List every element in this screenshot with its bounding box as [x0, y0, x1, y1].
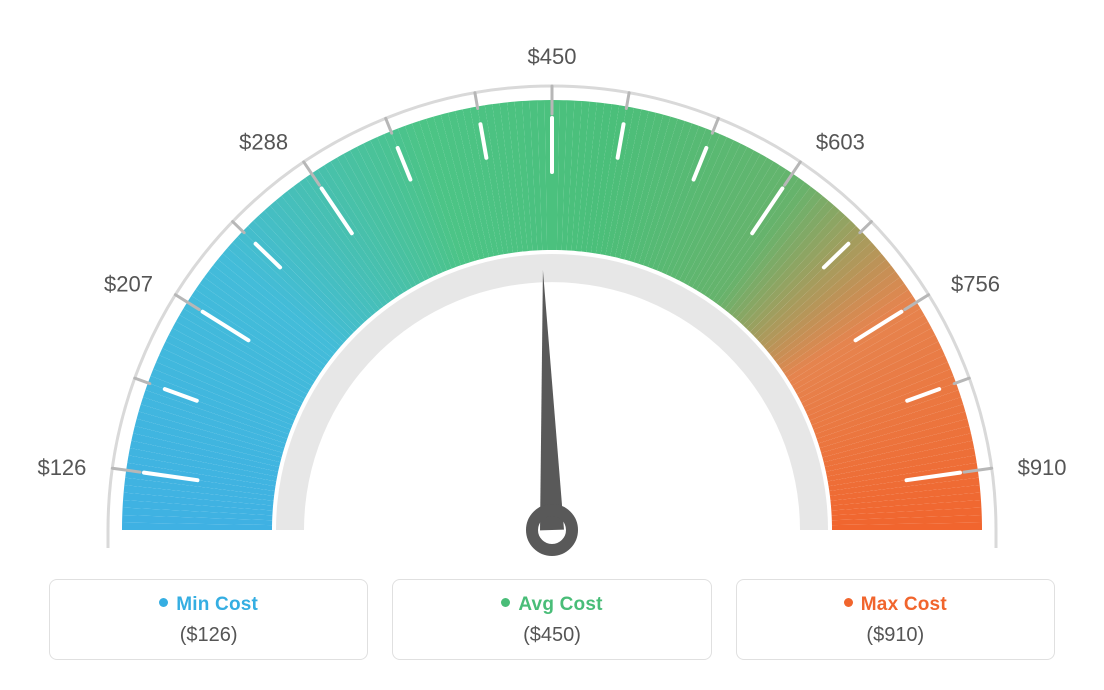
svg-text:$207: $207 — [104, 271, 153, 296]
svg-text:$910: $910 — [1018, 455, 1067, 480]
legend-row: Min Cost ($126) Avg Cost ($450) Max Cost… — [49, 579, 1055, 660]
dot-icon — [844, 598, 853, 607]
svg-text:$756: $756 — [951, 271, 1000, 296]
gauge-chart: $126 $207 $288 $450 $603 $756 $910 — [0, 0, 1104, 570]
legend-title-text: Avg Cost — [518, 594, 602, 615]
legend-title-text: Max Cost — [861, 594, 947, 615]
dot-icon — [501, 598, 510, 607]
legend-value-avg: ($450) — [393, 624, 710, 647]
legend-card-max: Max Cost ($910) — [736, 579, 1055, 660]
svg-text:$126: $126 — [37, 455, 86, 480]
svg-text:$450: $450 — [528, 44, 577, 69]
legend-title-max: Max Cost — [737, 594, 1054, 616]
dot-icon — [159, 598, 168, 607]
legend-title-avg: Avg Cost — [393, 594, 710, 616]
legend-title-text: Min Cost — [176, 594, 258, 615]
svg-text:$288: $288 — [239, 130, 288, 155]
legend-card-min: Min Cost ($126) — [49, 579, 368, 660]
svg-text:$603: $603 — [816, 130, 865, 155]
legend-title-min: Min Cost — [50, 594, 367, 616]
gauge-svg: $126 $207 $288 $450 $603 $756 $910 — [0, 0, 1104, 570]
legend-value-min: ($126) — [50, 624, 367, 647]
legend-card-avg: Avg Cost ($450) — [392, 579, 711, 660]
legend-value-max: ($910) — [737, 624, 1054, 647]
